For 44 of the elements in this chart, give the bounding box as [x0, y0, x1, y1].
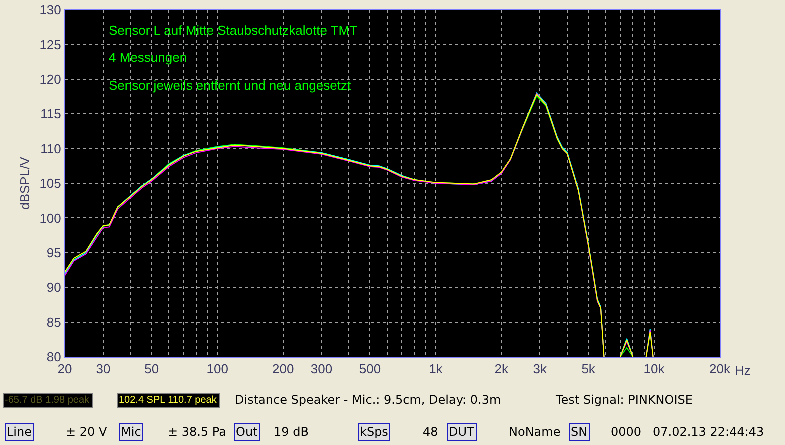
y-tick-label: 90: [46, 280, 62, 296]
y-tick-label: 95: [46, 245, 62, 260]
x-tick-label: 20k: [710, 362, 731, 377]
y-tick-label: 115: [40, 106, 62, 122]
text: Mic: [121, 425, 142, 439]
text: Test Signal: PINKNOISE: [555, 393, 693, 407]
y-axis-title: dBSPL/V: [18, 156, 33, 210]
text: 0000: [611, 425, 642, 439]
text: Distance Speaker - Mic.: 9.5cm, Delay: 0.3m: [235, 393, 502, 407]
text: Line: [7, 425, 32, 439]
text: kSps: [360, 425, 388, 439]
y-tick-label: 105: [40, 176, 62, 192]
x-tick-label: 50: [144, 362, 160, 377]
annotation: Sensor L auf Mitte Staubschutzkalotte TMT: [109, 23, 358, 38]
text: ± 38.5 Pa: [168, 425, 226, 439]
text: Out: [236, 425, 258, 439]
x-tick-label: 200: [272, 362, 294, 377]
x-tick-label: 5k: [582, 362, 596, 377]
y-tick-label: 100: [40, 210, 62, 226]
text: DUT: [449, 425, 476, 439]
y-tick-label: 85: [46, 314, 62, 330]
text: 07.02.13 22:44:43: [653, 425, 764, 439]
text: ± 20 V: [66, 425, 108, 439]
y-tick-label: 125: [40, 37, 62, 52]
text: 102.4 SPL 110.7 peak: [119, 395, 218, 406]
x-tick-label: 100: [206, 362, 228, 377]
x-axis-title: Hz: [735, 363, 751, 378]
y-tick-label: 130: [40, 2, 62, 18]
x-tick-label: 30: [96, 362, 111, 377]
x-tick-label: 500: [359, 362, 382, 377]
annotation: Sensor jeweils entfernt und neu angesetzt: [109, 78, 352, 93]
text: SN: [571, 425, 588, 439]
text: -65.7 dB 1.98 peak: [5, 395, 91, 406]
text: 19 dB: [274, 425, 309, 439]
text: 48: [423, 425, 438, 439]
y-tick-label: 120: [40, 72, 62, 87]
x-tick-label: 2k: [494, 362, 510, 377]
x-tick-label: 300: [310, 362, 333, 377]
annotation: 4 Messungen: [109, 50, 188, 65]
x-tick-label: 3k: [533, 362, 548, 377]
y-tick-label: 110: [40, 141, 62, 156]
x-tick-label: 1k: [429, 362, 444, 377]
text: NoName: [509, 425, 561, 439]
x-tick-label: 10k: [644, 362, 666, 377]
